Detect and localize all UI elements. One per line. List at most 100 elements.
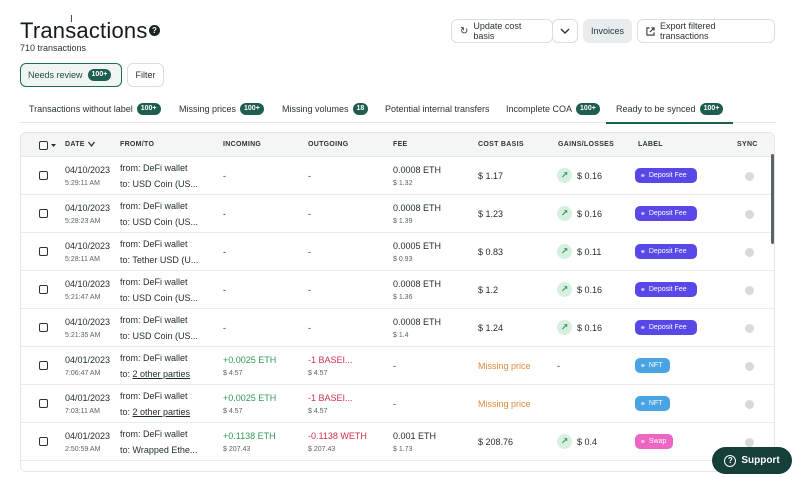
other-parties-link[interactable]: 2 other parties bbox=[132, 369, 191, 379]
row-outgoing: - bbox=[308, 247, 311, 257]
row-to: to: USD Coin (US... bbox=[120, 217, 199, 227]
support-label: Support bbox=[741, 455, 780, 466]
update-options-dropdown[interactable] bbox=[552, 19, 578, 43]
table-row[interactable]: 04/10/2023 5:21:47 AM from: DeFi wallet to:… bbox=[21, 271, 774, 309]
tab-label: Ready to be synced bbox=[616, 104, 696, 114]
table-row[interactable]: 04/10/2023 5:28:11 AM from: DeFi wallet to:… bbox=[21, 233, 774, 271]
row-label-tag[interactable]: ⚭ Deposit Fee bbox=[635, 282, 697, 297]
refresh-icon: ↻ bbox=[460, 25, 469, 37]
col-sync: SYNC bbox=[737, 141, 758, 148]
row-label: Deposit Fee bbox=[648, 172, 687, 179]
row-cost-basis: $ 1.2 bbox=[478, 285, 499, 295]
row-label-tag[interactable]: ⚭ NFT bbox=[635, 358, 670, 373]
row-label-tag[interactable]: ⚭ Deposit Fee bbox=[635, 206, 697, 221]
row-fee: 0.0008 ETH bbox=[393, 165, 442, 175]
sync-status-indicator[interactable] bbox=[745, 210, 754, 219]
row-time: 7:03:11 AM bbox=[65, 408, 100, 415]
tag-icon: ⚭ bbox=[640, 286, 646, 294]
arrow-up-right-icon: ↗ bbox=[557, 434, 572, 449]
row-to: to: USD Coin (US... bbox=[120, 331, 199, 341]
tab-without-label[interactable]: Transactions without label 100+ bbox=[29, 96, 161, 122]
row-checkbox[interactable] bbox=[39, 209, 48, 218]
col-label: LABEL bbox=[638, 141, 663, 148]
row-checkbox[interactable] bbox=[39, 247, 48, 256]
row-label: Deposit Fee bbox=[648, 210, 687, 217]
tab-missing-volumes[interactable]: Missing volumes 18 bbox=[282, 96, 369, 122]
row-label-tag[interactable]: ⚭ Deposit Fee bbox=[635, 168, 697, 183]
caret-down-icon[interactable] bbox=[51, 144, 56, 147]
row-fee: - bbox=[393, 361, 396, 371]
row-incoming-usd: $ 4.57 bbox=[223, 370, 243, 377]
sort-down-icon[interactable] bbox=[88, 141, 95, 147]
question-circle-icon[interactable]: ? bbox=[149, 25, 160, 36]
row-checkbox[interactable] bbox=[39, 171, 48, 180]
row-date: 04/10/2023 bbox=[65, 203, 111, 213]
row-label-tag[interactable]: ⚭ NFT bbox=[635, 396, 670, 411]
text-cursor-icon: I bbox=[70, 14, 73, 25]
needs-review-filter[interactable]: Needs review 100+ bbox=[20, 63, 122, 87]
update-cost-basis-button[interactable]: ↻ Update cost basis bbox=[451, 19, 553, 43]
row-checkbox[interactable] bbox=[39, 437, 48, 446]
tab-missing-prices[interactable]: Missing prices 100+ bbox=[179, 96, 264, 122]
other-parties-link[interactable]: 2 other parties bbox=[132, 407, 191, 417]
table-row[interactable]: 04/01/2023 7:06:47 AM from: DeFi wallet to:… bbox=[21, 347, 774, 385]
tab-potential-internal-transfers[interactable]: Potential internal transfers bbox=[385, 96, 490, 122]
arrow-up-right-icon: ↗ bbox=[557, 244, 572, 259]
invoices-button[interactable]: Invoices bbox=[583, 19, 632, 43]
sync-status-indicator[interactable] bbox=[745, 286, 754, 295]
tab-badge: 18 bbox=[352, 103, 369, 115]
row-checkbox[interactable] bbox=[39, 323, 48, 332]
sync-status-indicator[interactable] bbox=[745, 438, 754, 447]
row-from: from: DeFi wallet bbox=[120, 353, 188, 363]
row-label: Swap bbox=[648, 438, 667, 445]
row-cost-basis: $ 0.83 bbox=[478, 247, 504, 257]
row-label-tag[interactable]: ⚭ Deposit Fee bbox=[635, 244, 697, 259]
select-all-checkbox[interactable] bbox=[39, 141, 48, 150]
table-scrollbar[interactable] bbox=[771, 154, 774, 244]
export-button[interactable]: Export filtered transactions bbox=[637, 19, 775, 43]
chevron-down-icon bbox=[560, 28, 570, 34]
sync-status-indicator[interactable] bbox=[745, 400, 754, 409]
tab-ready-to-be-synced[interactable]: Ready to be synced 100+ bbox=[606, 96, 734, 124]
tab-incomplete-coa[interactable]: Incomplete COA 100+ bbox=[506, 96, 600, 122]
row-outgoing: -1 BASEI... bbox=[308, 393, 353, 403]
row-time: 5:21:47 AM bbox=[65, 294, 101, 301]
row-label-tag[interactable]: ⚭ Deposit Fee bbox=[635, 320, 697, 335]
table-row[interactable]: 04/10/2023 5:21:35 AM from: DeFi wallet to:… bbox=[21, 309, 774, 347]
row-gain: $ 0.16 bbox=[577, 323, 603, 333]
row-checkbox[interactable] bbox=[39, 285, 48, 294]
table-row[interactable]: 04/10/2023 5:28:23 AM from: DeFi wallet to:… bbox=[21, 195, 774, 233]
row-date: 04/10/2023 bbox=[65, 317, 111, 327]
row-date: 04/10/2023 bbox=[65, 279, 111, 289]
col-fee: FEE bbox=[393, 141, 408, 148]
row-label: Deposit Fee bbox=[648, 248, 687, 255]
row-fee-usd: $ 1.39 bbox=[393, 218, 413, 225]
table-row[interactable]: 04/10/2023 5:29:11 AM from: DeFi wallet to:… bbox=[21, 157, 774, 195]
row-label-tag[interactable]: ⚭ Swap bbox=[635, 434, 673, 449]
support-button[interactable]: ? Support bbox=[712, 447, 792, 474]
col-cost-basis: COST BASIS bbox=[478, 141, 524, 148]
filter-button[interactable]: Filter bbox=[127, 63, 164, 87]
arrow-up-right-icon: ↗ bbox=[557, 282, 572, 297]
row-outgoing: - bbox=[308, 171, 311, 181]
row-fee: - bbox=[393, 399, 396, 409]
col-date[interactable]: DATE bbox=[65, 141, 85, 148]
tag-icon: ⚭ bbox=[640, 248, 646, 256]
row-from: from: DeFi wallet bbox=[120, 277, 188, 287]
sync-status-indicator[interactable] bbox=[745, 172, 754, 181]
row-from: from: DeFi wallet bbox=[120, 163, 188, 173]
sync-status-indicator[interactable] bbox=[745, 362, 754, 371]
tab-label: Potential internal transfers bbox=[385, 104, 490, 114]
tab-label: Missing volumes bbox=[282, 104, 349, 114]
tag-icon: ⚭ bbox=[640, 362, 646, 370]
row-checkbox[interactable] bbox=[39, 361, 48, 370]
table-row[interactable]: 04/01/2023 7:03:11 AM from: DeFi wallet to:… bbox=[21, 385, 774, 423]
sync-status-indicator[interactable] bbox=[745, 248, 754, 257]
table-row[interactable]: 04/01/2023 2:50:59 AM from: DeFi wallet to:… bbox=[21, 423, 774, 461]
update-cost-basis-label: Update cost basis bbox=[473, 21, 522, 41]
row-incoming: - bbox=[223, 285, 226, 295]
sync-status-indicator[interactable] bbox=[745, 324, 754, 333]
row-time: 2:50:59 AM bbox=[65, 446, 101, 453]
row-checkbox[interactable] bbox=[39, 399, 48, 408]
row-outgoing: - bbox=[308, 285, 311, 295]
